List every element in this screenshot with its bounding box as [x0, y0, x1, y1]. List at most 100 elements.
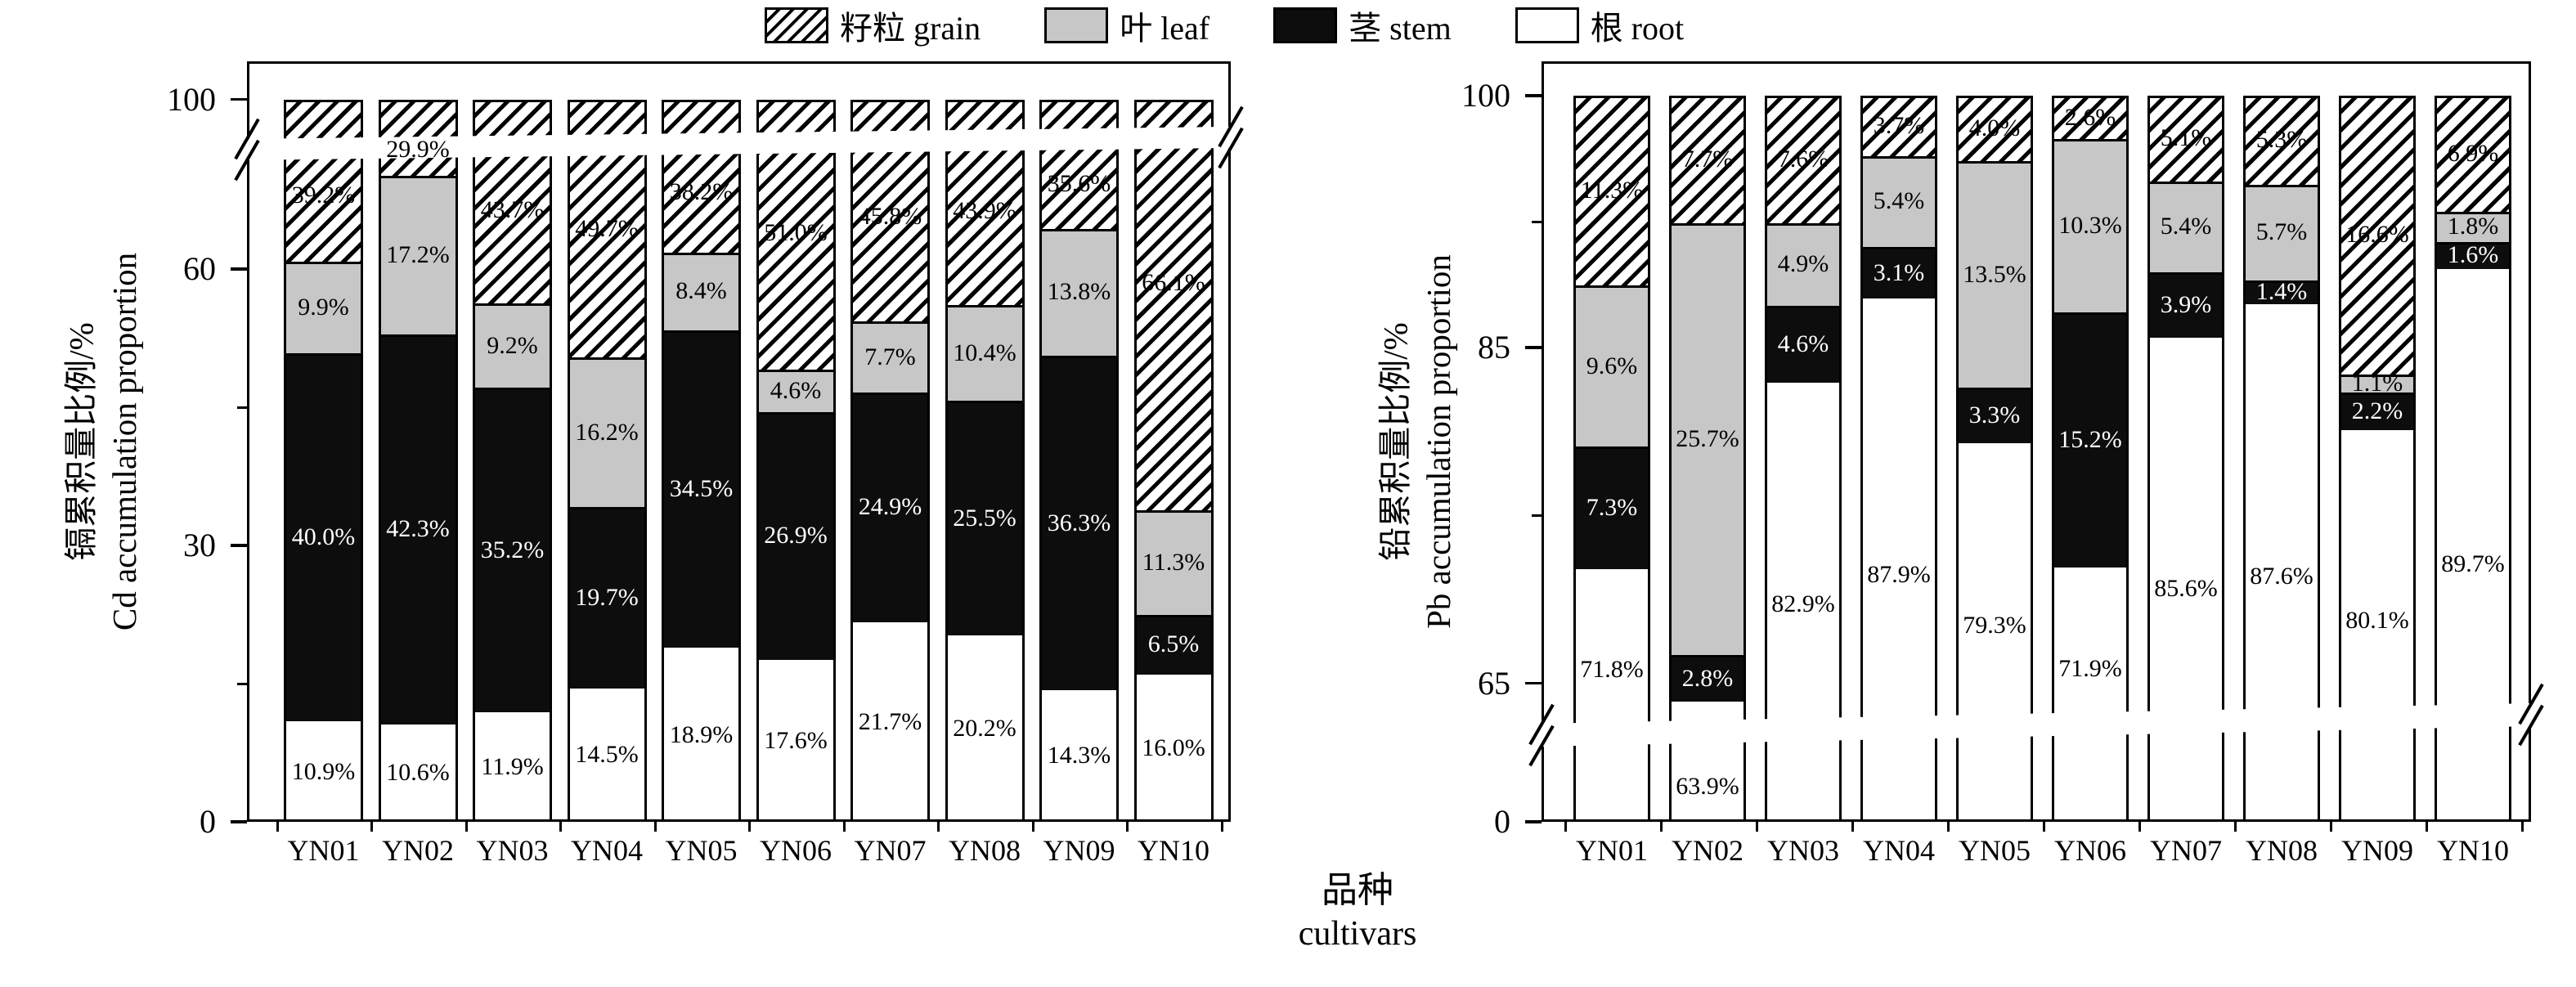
pb-bar-YN06 — [2052, 96, 2129, 822]
cd-bar-YN10 — [1133, 99, 1214, 822]
cd-x-category-label: YN08 — [949, 834, 1021, 867]
value-label-root-YN03: 82.9% — [1771, 590, 1835, 618]
value-label-stem-YN02: 2.8% — [1681, 664, 1734, 692]
pb-bar-YN08 — [2243, 96, 2320, 822]
bar-segment-stem — [945, 401, 1025, 636]
legend-item-leaf: 叶 leaf — [1044, 2, 1209, 49]
grain-hatch-swatch-icon — [765, 7, 828, 43]
cd-bar-outline-YN04 — [567, 99, 647, 822]
bar-segment-leaf — [850, 321, 930, 393]
root-white-swatch-icon — [1515, 7, 1579, 43]
value-label-leaf-YN07: 5.4% — [2160, 213, 2212, 240]
bar-segment-leaf — [1860, 155, 1937, 247]
bar-segment-root — [2052, 568, 2129, 822]
value-label-leaf-YN01: 9.9% — [298, 293, 349, 321]
value-label-root-YN04: 87.9% — [1867, 561, 1931, 589]
cd-x-category-label: YN05 — [665, 834, 738, 867]
pb-y-tick-major — [1525, 681, 1542, 685]
pb-x-tick — [1851, 822, 1854, 832]
bar-segment-leaf — [756, 369, 836, 412]
bar-segment-root — [2435, 268, 2511, 822]
bar-segment-leaf — [1039, 228, 1119, 357]
pb-x-tick — [1564, 822, 1567, 832]
value-label-root-YN06: 71.9% — [2058, 655, 2122, 683]
bar-segment-leaf — [1133, 510, 1214, 615]
bar-segment-leaf — [2339, 374, 2416, 393]
value-label-grain-YN10: 66.1% — [1142, 268, 1205, 296]
bar-segment-leaf — [662, 252, 741, 330]
bar-segment-stem — [850, 393, 930, 622]
value-label-grain-YN03: 7.6% — [1777, 146, 1829, 173]
bar-segment-stem — [1860, 246, 1937, 299]
bar-segment-leaf — [2243, 184, 2320, 280]
value-label-root-YN09: 80.1% — [2345, 607, 2409, 635]
cd-y-tick-label: 60 — [183, 250, 216, 288]
value-label-root-YN07: 21.7% — [858, 707, 922, 735]
cd-bar-YN09 — [1039, 99, 1119, 822]
pb-x-category-label: YN01 — [1576, 834, 1648, 867]
cd-y-tick-label: 100 — [167, 80, 216, 118]
cd-bar-outline-YN08 — [945, 99, 1025, 822]
pb-bar-YN01 — [1573, 96, 1650, 822]
cd-bar-YN02 — [378, 99, 458, 822]
bar-segment-grain — [473, 99, 552, 303]
pb-x-tick — [2042, 822, 2045, 832]
value-label-leaf-YN02: 25.7% — [1676, 424, 1739, 452]
value-label-stem-YN05: 3.3% — [1968, 402, 2021, 429]
cd-axis-title-en: Cd accumulation proportion — [105, 252, 143, 631]
cd-bar-outline-YN02 — [378, 99, 458, 822]
pb-bar-outline-YN04 — [1860, 96, 1937, 822]
value-label-root-YN02: 10.6% — [386, 759, 450, 787]
pb-bar-YN09 — [2339, 96, 2416, 822]
value-label-stem-YN03: 4.6% — [1777, 330, 1829, 357]
value-label-stem-YN10: 1.6% — [2447, 241, 2499, 269]
pb-bar-outline-YN10 — [2435, 96, 2511, 822]
pb-bar-outline-YN03 — [1765, 96, 1842, 822]
bar-segment-stem — [1573, 446, 1650, 570]
legend-item-root: 根 root — [1515, 2, 1684, 49]
cd-x-category-label: YN07 — [854, 834, 927, 867]
value-label-stem-YN07: 3.9% — [2160, 290, 2212, 318]
cd-axis-title-zh: 镉累积量比例/% — [62, 322, 100, 561]
legend: 籽粒 grain 叶 leaf 茎 stem 根 root — [765, 2, 1684, 49]
bar-segment-root — [473, 711, 552, 822]
pb-x-tick — [2233, 822, 2237, 832]
pb-x-tick — [1946, 822, 1950, 832]
cd-x-tick — [653, 822, 657, 832]
pb-x-category-label: YN09 — [2341, 834, 2413, 867]
bar-segment-root — [1573, 569, 1650, 822]
pb-bar-outline-YN06 — [2052, 96, 2129, 822]
legend-item-grain: 籽粒 grain — [765, 2, 981, 49]
cd-x-tick — [748, 822, 752, 832]
pb-x-category-label: YN03 — [1767, 834, 1839, 867]
pb-bar-outline-YN09 — [2339, 96, 2416, 822]
pb-bar-YN02 — [1669, 96, 1746, 822]
value-label-stem-YN08: 25.5% — [953, 504, 1016, 532]
legend-item-stem: 茎 stem — [1273, 2, 1452, 49]
pb-y-tick-label: 65 — [1478, 664, 1510, 702]
pb-y-tick-label: 0 — [1494, 803, 1510, 840]
bar-segment-stem — [2339, 393, 2416, 430]
pb-x-category-label: YN08 — [2246, 834, 2318, 867]
value-label-grain-YN07: 5.1% — [2160, 124, 2212, 152]
x-axis-title-zh: 品种 — [1322, 870, 1393, 910]
pb-bar-outline-YN08 — [2243, 96, 2320, 822]
bar-segment-root — [1765, 383, 1842, 822]
cd-x-tick — [842, 822, 846, 832]
cd-x-tick — [937, 822, 940, 832]
value-label-root-YN10: 16.0% — [1142, 734, 1205, 761]
value-label-root-YN06: 17.6% — [764, 726, 828, 754]
bar-segment-leaf — [1956, 161, 2033, 388]
bar-segment-stem — [1765, 305, 1842, 384]
pb-x-tick — [1659, 822, 1663, 832]
pb-x-tick — [2329, 822, 2332, 832]
value-label-grain-YN09: 35.6% — [1047, 170, 1111, 198]
cd-x-tick — [464, 822, 468, 832]
cd-bar-outline-YN03 — [473, 99, 552, 822]
pb-x-category-label: YN05 — [1959, 834, 2031, 867]
pb-bar-YN10 — [2435, 96, 2511, 822]
bar-segment-stem — [1956, 388, 2033, 444]
pb-y-tick-label: 85 — [1478, 329, 1510, 366]
value-label-stem-YN01: 40.0% — [291, 523, 356, 550]
value-label-leaf-YN03: 4.9% — [1777, 250, 1829, 278]
